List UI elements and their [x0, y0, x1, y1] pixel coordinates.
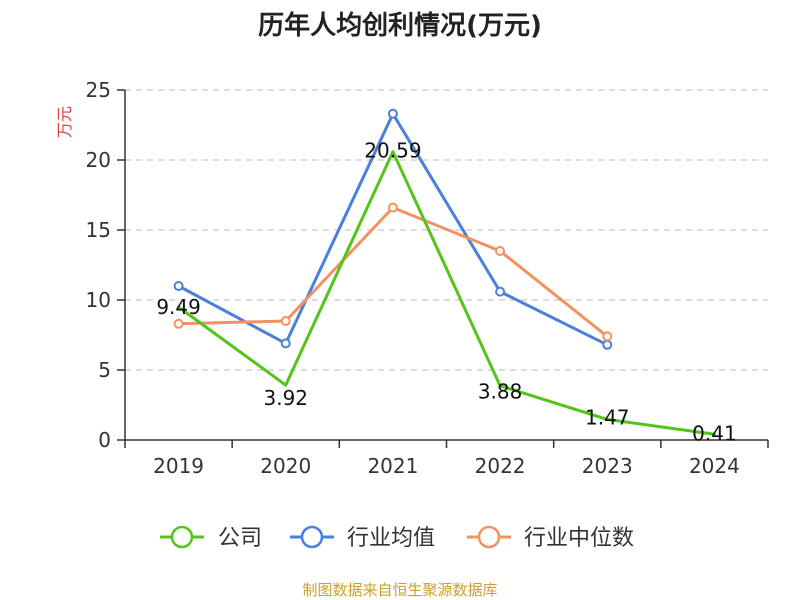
- series-line-2: [177, 206, 609, 338]
- data-label: 9.49: [156, 295, 201, 319]
- data-label: 3.88: [478, 380, 523, 404]
- y-axis-label: 万元: [55, 106, 74, 138]
- chart-title: 历年人均创利情况(万元): [258, 10, 542, 41]
- x-tick-label: 2019: [153, 454, 204, 478]
- y-tick-label: 5: [98, 358, 111, 382]
- data-labels: 9.49 3.92 20.59 3.88 1.47 0.41: [156, 139, 736, 446]
- y-tick-label: 20: [86, 148, 111, 172]
- y-tick-label: 15: [86, 218, 111, 242]
- data-label: 0.41: [692, 421, 737, 445]
- x-tick-label: 2020: [260, 454, 311, 478]
- source-note: 制图数据来自恒生聚源数据库: [302, 581, 497, 599]
- y-tick-label: 0: [98, 428, 111, 452]
- series-point-1: [495, 286, 506, 297]
- legend-label: 行业均值: [347, 526, 435, 551]
- data-label: 1.47: [585, 405, 630, 429]
- legend: 公司 行业均值 行业中位数: [160, 525, 634, 551]
- series-point-1: [602, 339, 613, 350]
- legend-marker-2: [477, 525, 501, 549]
- legend-marker-1: [300, 525, 324, 549]
- legend-marker-0: [170, 525, 194, 549]
- x-tick-label: 2021: [367, 454, 418, 478]
- series-point-2: [495, 246, 506, 256]
- series-point-2: [280, 316, 291, 326]
- legend-label: 行业中位数: [524, 526, 634, 551]
- series-line-0: [177, 150, 716, 436]
- x-tick-label: 2024: [689, 454, 740, 478]
- data-label: 20.59: [364, 139, 421, 163]
- x-tick-label: 2022: [475, 454, 526, 478]
- series-point-2: [602, 331, 613, 342]
- y-tick-label: 25: [86, 78, 111, 102]
- series: [173, 108, 716, 436]
- series-point-2: [387, 202, 398, 213]
- series-point-1: [280, 338, 291, 349]
- x-tick-label: 2023: [582, 454, 633, 478]
- series-point-2: [173, 318, 184, 329]
- y-tick-label: 10: [86, 288, 111, 312]
- data-label: 3.92: [263, 386, 308, 410]
- series-point-1: [387, 108, 398, 119]
- axes: 0 5 10 15 20 25 2019 2020 2021 2022 2023 2024: [86, 78, 769, 478]
- series-point-1: [173, 281, 184, 291]
- legend-label: 公司: [218, 526, 262, 551]
